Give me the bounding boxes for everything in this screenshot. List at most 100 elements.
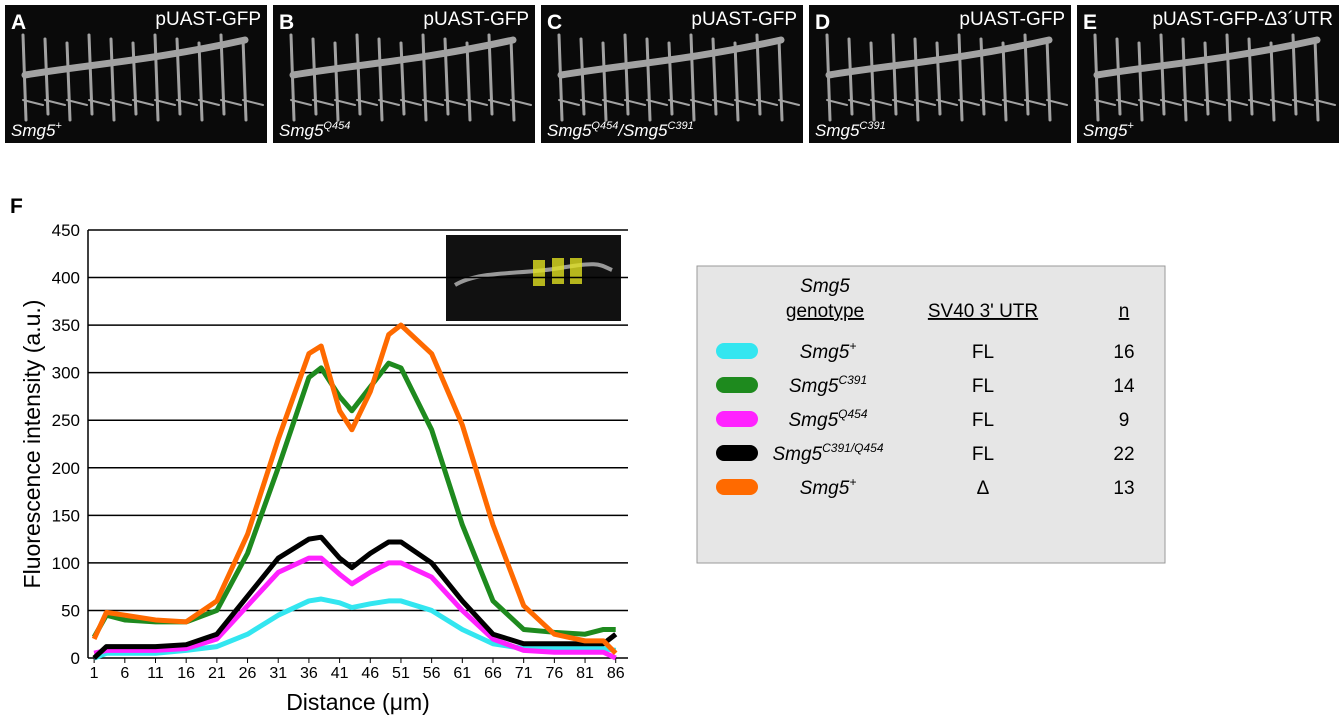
text-part: + [1127,120,1134,132]
text-part: Smg5 [547,121,592,140]
x-tick-label: 66 [484,665,502,682]
branch [1094,99,1116,106]
branch [1046,99,1068,106]
x-tick-label: 1 [90,665,99,682]
branch [88,99,110,106]
panel-letter: F [10,195,23,218]
panel-letter: A [11,11,26,34]
text-part: Smg5 [279,121,324,140]
series-line [92,534,618,660]
branch [241,37,248,122]
branch [557,33,564,122]
legend-swatch [716,377,758,393]
branch [733,41,740,122]
branch [1248,99,1270,106]
branch [444,99,466,106]
branch [109,37,116,122]
branch [153,33,160,122]
series-line [93,555,617,661]
text-part: Smg5 [1083,121,1128,140]
x-tick-label: 86 [607,665,625,682]
legend-genotype: Smg5+ [800,475,857,499]
series-line [91,360,616,639]
trachea [557,33,800,122]
text-part: Smg5 [800,342,850,363]
legend-swatch [716,411,758,427]
branch [132,99,154,106]
construct-label: pUAST-GFP [423,9,529,30]
branch [1116,99,1138,106]
branch [756,99,778,106]
branch [377,37,384,122]
branch [65,41,72,122]
x-tick-label: 31 [269,665,287,682]
branch [1203,41,1210,116]
construct-label: pUAST-GFP [155,9,261,30]
x-axis-label: Distance (μm) [286,689,430,715]
branch [21,33,28,122]
x-tick-label: 36 [300,665,318,682]
x-tick-label: 71 [515,665,533,682]
text-part: /Smg5 [617,121,668,140]
branch [645,37,652,122]
legend-header: Smg5 [800,276,850,297]
inset-roi [533,260,545,286]
y-tick-label: 350 [52,316,80,335]
branch [509,37,516,122]
text-part: Q454 [591,120,618,132]
legend-utr: FL [972,444,994,465]
text-part: C391 [859,120,885,132]
branch [176,99,198,106]
branch [334,99,356,106]
branch [690,99,712,106]
branch [131,41,138,116]
branch [220,99,242,106]
text-part: Smg5 [789,376,839,397]
trachea [1093,33,1336,122]
branch [1137,41,1144,122]
y-tick-label: 0 [71,649,80,668]
branch [1226,99,1248,106]
legend-utr: Δ [977,478,990,499]
branch [689,33,696,122]
text-part: Smg5 [815,121,860,140]
text-part: Smg5 [789,410,839,431]
legend-header: genotype [786,301,864,322]
genotype-label: Smg5Q454 [279,120,350,140]
branch [558,99,580,106]
legend-utr: FL [972,376,994,397]
legend-swatch [716,479,758,495]
legend-header: SV40 3' UTR [928,301,1038,322]
legend-n: 9 [1119,410,1130,431]
branch [869,41,876,122]
inset-roi [570,258,582,284]
branch [22,99,44,106]
text-part: + [849,475,856,489]
x-tick-label: 56 [423,665,441,682]
branch [66,99,88,106]
legend-header: n [1119,301,1130,322]
branch [913,37,920,122]
legend-genotype: Smg5C391 [789,373,867,397]
branch [712,99,734,106]
branch [1313,37,1320,122]
trachea [825,33,1068,122]
branch [1045,37,1052,122]
branch [936,99,958,106]
branch [110,99,132,106]
legend-genotype: Smg5+ [800,339,857,363]
branch [601,41,608,122]
branch [1269,41,1276,122]
y-tick-label: 250 [52,411,80,430]
x-tick-label: 81 [576,665,594,682]
x-tick-label: 61 [453,665,471,682]
branch [734,99,756,106]
branch [1225,33,1232,122]
genotype-label: Smg5+ [1083,120,1134,140]
text-part: Smg5 [772,444,822,465]
branch [1093,33,1100,122]
y-tick-label: 100 [52,554,80,573]
x-tick-label: 46 [361,665,379,682]
branch [646,99,668,106]
branch [333,41,340,122]
